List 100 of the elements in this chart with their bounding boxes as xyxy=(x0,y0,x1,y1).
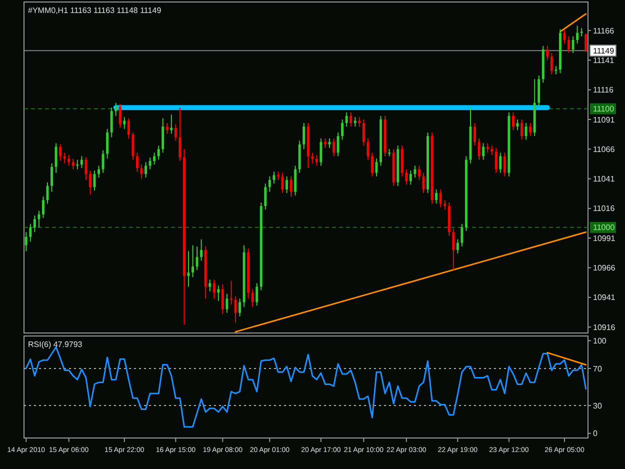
y-tick-label: 11016 xyxy=(593,204,616,214)
candlestick xyxy=(546,45,549,61)
candlestick xyxy=(474,122,476,146)
candlestick xyxy=(132,132,134,160)
candlestick xyxy=(568,36,570,54)
candlestick xyxy=(217,285,220,302)
candlestick xyxy=(490,145,494,156)
candlestick xyxy=(238,298,242,317)
candlestick xyxy=(59,144,62,162)
y-tick-label: 30 xyxy=(593,401,602,410)
candlestick xyxy=(234,296,237,323)
ref-line-label: 11000 xyxy=(593,223,616,232)
candlestick xyxy=(42,196,44,218)
candlestick xyxy=(328,138,331,148)
y-tick-label: 11091 xyxy=(593,115,616,124)
y-tick-label: 10916 xyxy=(593,322,616,332)
candlestick xyxy=(422,172,425,194)
candlestick xyxy=(332,138,336,157)
candlestick xyxy=(529,122,532,137)
candlestick xyxy=(84,156,88,180)
candlestick xyxy=(370,152,374,177)
candlestick xyxy=(405,168,408,186)
text: #YMM0,H1 11163 11163 11148 11149 xyxy=(28,6,162,15)
candlestick xyxy=(256,282,258,306)
candlestick xyxy=(93,170,96,192)
text: RSI(6) 47.9793 xyxy=(28,340,83,349)
candlestick xyxy=(452,228,455,271)
candlestick xyxy=(102,150,104,174)
candlestick xyxy=(24,232,28,252)
candlestick xyxy=(281,172,284,194)
candlestick xyxy=(444,200,446,210)
candlestick xyxy=(336,132,340,157)
candlestick xyxy=(516,118,519,131)
candlestick xyxy=(486,142,489,154)
candlestick xyxy=(524,122,528,140)
candlestick xyxy=(114,102,118,116)
candlestick xyxy=(127,118,130,139)
candlestick xyxy=(400,145,404,177)
candlestick xyxy=(98,165,100,178)
candlestick xyxy=(144,162,148,178)
candlestick xyxy=(320,138,322,166)
candlestick xyxy=(178,107,182,162)
candlestick xyxy=(162,118,164,154)
y-tick-label: 0 xyxy=(593,429,598,438)
candlestick xyxy=(362,118,365,146)
candlestick xyxy=(478,138,480,160)
ref-line-label: 11100 xyxy=(593,104,615,114)
candlestick xyxy=(110,107,113,138)
candlestick xyxy=(294,165,297,196)
candlestick xyxy=(118,104,122,128)
candlestick xyxy=(341,118,344,140)
candlestick xyxy=(230,280,232,306)
candlestick xyxy=(251,288,254,308)
candlestick xyxy=(460,223,464,247)
y-tick-label: 11066 xyxy=(593,144,616,154)
candlestick xyxy=(520,118,524,140)
candlestick xyxy=(212,279,216,300)
candlestick xyxy=(482,142,485,160)
candlestick xyxy=(324,138,326,148)
candlestick xyxy=(63,152,66,164)
candlestick xyxy=(136,152,138,172)
candlestick xyxy=(354,116,356,128)
candlestick xyxy=(563,28,566,44)
candlestick xyxy=(409,170,412,186)
candlestick xyxy=(572,36,574,54)
candlestick xyxy=(345,112,348,128)
candlestick xyxy=(418,165,420,180)
y-tick-label: 11116 xyxy=(593,86,614,95)
candlestick xyxy=(272,171,276,184)
y-tick-label: 11041 xyxy=(593,174,616,184)
candlestick xyxy=(584,34,588,52)
candlestick xyxy=(366,138,370,160)
candlestick xyxy=(311,152,314,164)
candlestick xyxy=(494,147,498,174)
y-tick-label: 10966 xyxy=(593,264,616,273)
candlestick xyxy=(208,279,212,292)
candlestick xyxy=(302,122,306,150)
candlestick xyxy=(350,112,352,128)
candlestick xyxy=(414,165,416,178)
candlestick xyxy=(435,188,438,204)
candlestick xyxy=(439,188,442,208)
candlestick xyxy=(499,152,502,174)
y-tick-label: 10941 xyxy=(593,293,616,302)
candlestick xyxy=(538,75,540,107)
candlestick xyxy=(226,293,228,314)
candlestick xyxy=(68,154,70,166)
candlestick xyxy=(54,142,58,174)
candlestick xyxy=(166,122,168,134)
candlestick xyxy=(192,244,194,278)
candlestick xyxy=(148,156,152,170)
candlestick xyxy=(375,158,378,177)
candlestick xyxy=(358,116,361,128)
candlestick xyxy=(33,215,36,233)
candlestick xyxy=(268,176,271,192)
candlestick xyxy=(38,210,40,228)
candlestick xyxy=(187,250,190,288)
candlestick xyxy=(88,170,92,195)
candlestick xyxy=(80,156,83,169)
candlestick xyxy=(576,25,579,44)
candlestick xyxy=(50,162,54,192)
